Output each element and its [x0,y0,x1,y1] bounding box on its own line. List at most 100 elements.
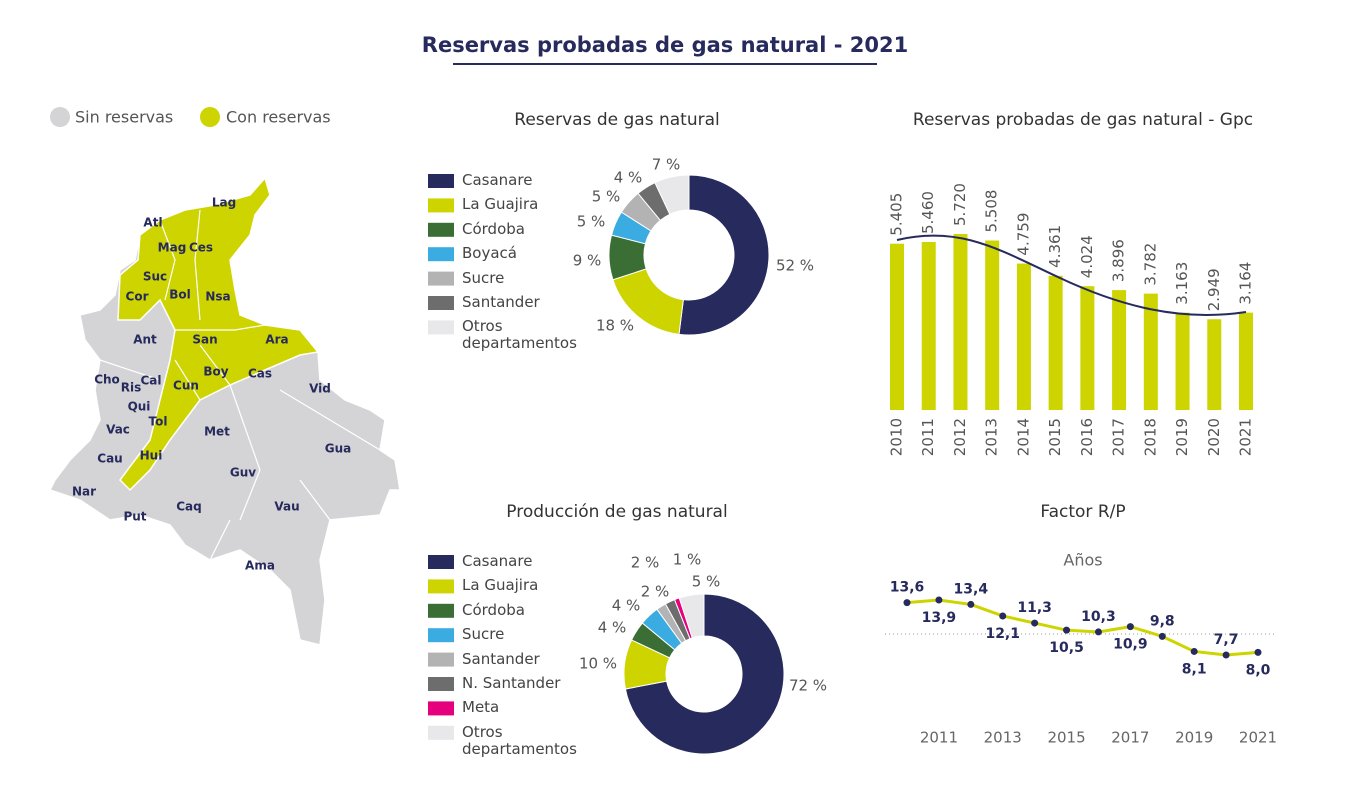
value-label: 5 % [692,573,721,591]
legend-swatch [428,579,454,594]
legend-swatch [428,603,454,618]
value-label: 12,1 [985,626,1020,642]
marker [1190,647,1198,655]
legend-swatch [428,174,454,188]
value-label: 72 % [789,677,827,695]
pie-slice [654,174,690,215]
legend-swatch [428,296,454,310]
x-tick-label: 2021 [1239,729,1277,747]
map-label: Nar [72,485,96,499]
value-label: 5 % [592,188,621,206]
map-label: Cau [97,452,122,466]
marker [1126,623,1134,631]
value-label: 11,3 [1017,600,1052,616]
map-label: Tol [149,415,168,429]
map-label: Ara [265,333,288,347]
bar [1207,319,1222,410]
map-label: Cun [173,379,199,393]
marker [1031,619,1039,627]
legend-swatch [428,320,454,335]
legend-label: Con reservas [226,108,331,127]
chart-title: Reservas de gas natural [514,110,719,130]
x-tick-label: 2015 [1047,729,1085,747]
x-tick-label: 2015 [1046,418,1064,456]
legend-swatch [200,107,220,127]
marker [935,596,943,604]
value-label: 2 % [631,554,660,572]
value-label: 10 % [579,655,617,673]
value-label: 2.949 [1205,268,1223,311]
trend-curve [896,234,1247,316]
value-label: 18 % [596,317,634,335]
legend-label: Sin reservas [75,108,173,127]
x-tick-label: 2021 [1237,418,1255,456]
legend-label: Casanare [462,552,533,570]
legend-swatch [428,725,454,740]
map-label: Vid [309,382,331,396]
value-label: 3.896 [1110,239,1128,282]
map-label: Guv [230,466,256,480]
chart-title: Producción de gas natural [506,502,727,522]
pie-slice [624,593,785,755]
legend-swatch [428,628,454,643]
x-tick-label: 2017 [1111,729,1149,747]
value-label: 4.361 [1046,225,1064,268]
legend-label: Sucre [462,625,505,644]
map-label: Ama [245,559,275,573]
marker [1094,628,1102,636]
value-label: 4 % [598,619,627,637]
x-tick-label: 2018 [1141,418,1159,456]
value-label: 9 % [573,252,602,270]
pie-slice [678,593,705,639]
legend-swatch [428,222,454,237]
value-label: 3.164 [1237,262,1255,305]
value-label: 10,3 [1081,609,1116,625]
map-label: Cas [248,367,272,381]
value-label: 4.024 [1078,235,1096,278]
x-tick-label: 2011 [920,729,958,747]
map-label: Put [123,510,146,524]
x-tick-label: 2017 [1110,418,1128,456]
value-label: 3.782 [1141,243,1159,286]
x-tick-label: 2020 [1205,418,1223,456]
map-reserves-region [117,176,320,492]
map-label: Ant [133,333,157,347]
value-label: 2 % [641,583,670,601]
bar [1239,312,1253,410]
map-label: Atl [143,216,162,230]
value-label: 7,7 [1214,632,1239,648]
legend-swatch [428,555,454,569]
x-tick-label: 2019 [1173,418,1191,456]
bar [890,243,904,410]
marker [999,612,1007,620]
marker [1158,632,1166,640]
map-label: Boy [203,365,228,379]
legend-label: La Guajira [462,195,539,214]
legend-swatch [50,107,70,127]
legend-label: Meta [462,698,500,717]
legend-swatch [428,247,454,262]
bar [921,242,936,410]
map-label: Ces [189,241,213,255]
map-label: Suc [143,270,167,284]
value-label: 10,9 [1113,637,1148,653]
map-label: Lag [212,196,236,210]
map-label: Met [204,425,230,439]
map-label: Qui [128,400,151,414]
legend-label: Boyacá [462,244,517,263]
legend-label: N. Santander [462,674,561,692]
x-tick-label: 2019 [1175,729,1213,747]
legend-swatch [428,652,454,667]
map-label: Ris [121,381,142,395]
chart-title: Reservas probadas de gas natural - Gpc [913,110,1253,130]
value-label: 13,6 [890,580,925,596]
marker [1222,651,1230,659]
map-label: Vac [106,423,130,437]
x-tick-label: 2016 [1078,418,1096,456]
pie-slice [678,174,770,336]
value-label: 52 % [776,257,814,275]
bar [1143,293,1158,410]
marker [1063,626,1071,634]
value-label: 3.163 [1173,262,1191,305]
value-label: 8,0 [1246,662,1271,678]
